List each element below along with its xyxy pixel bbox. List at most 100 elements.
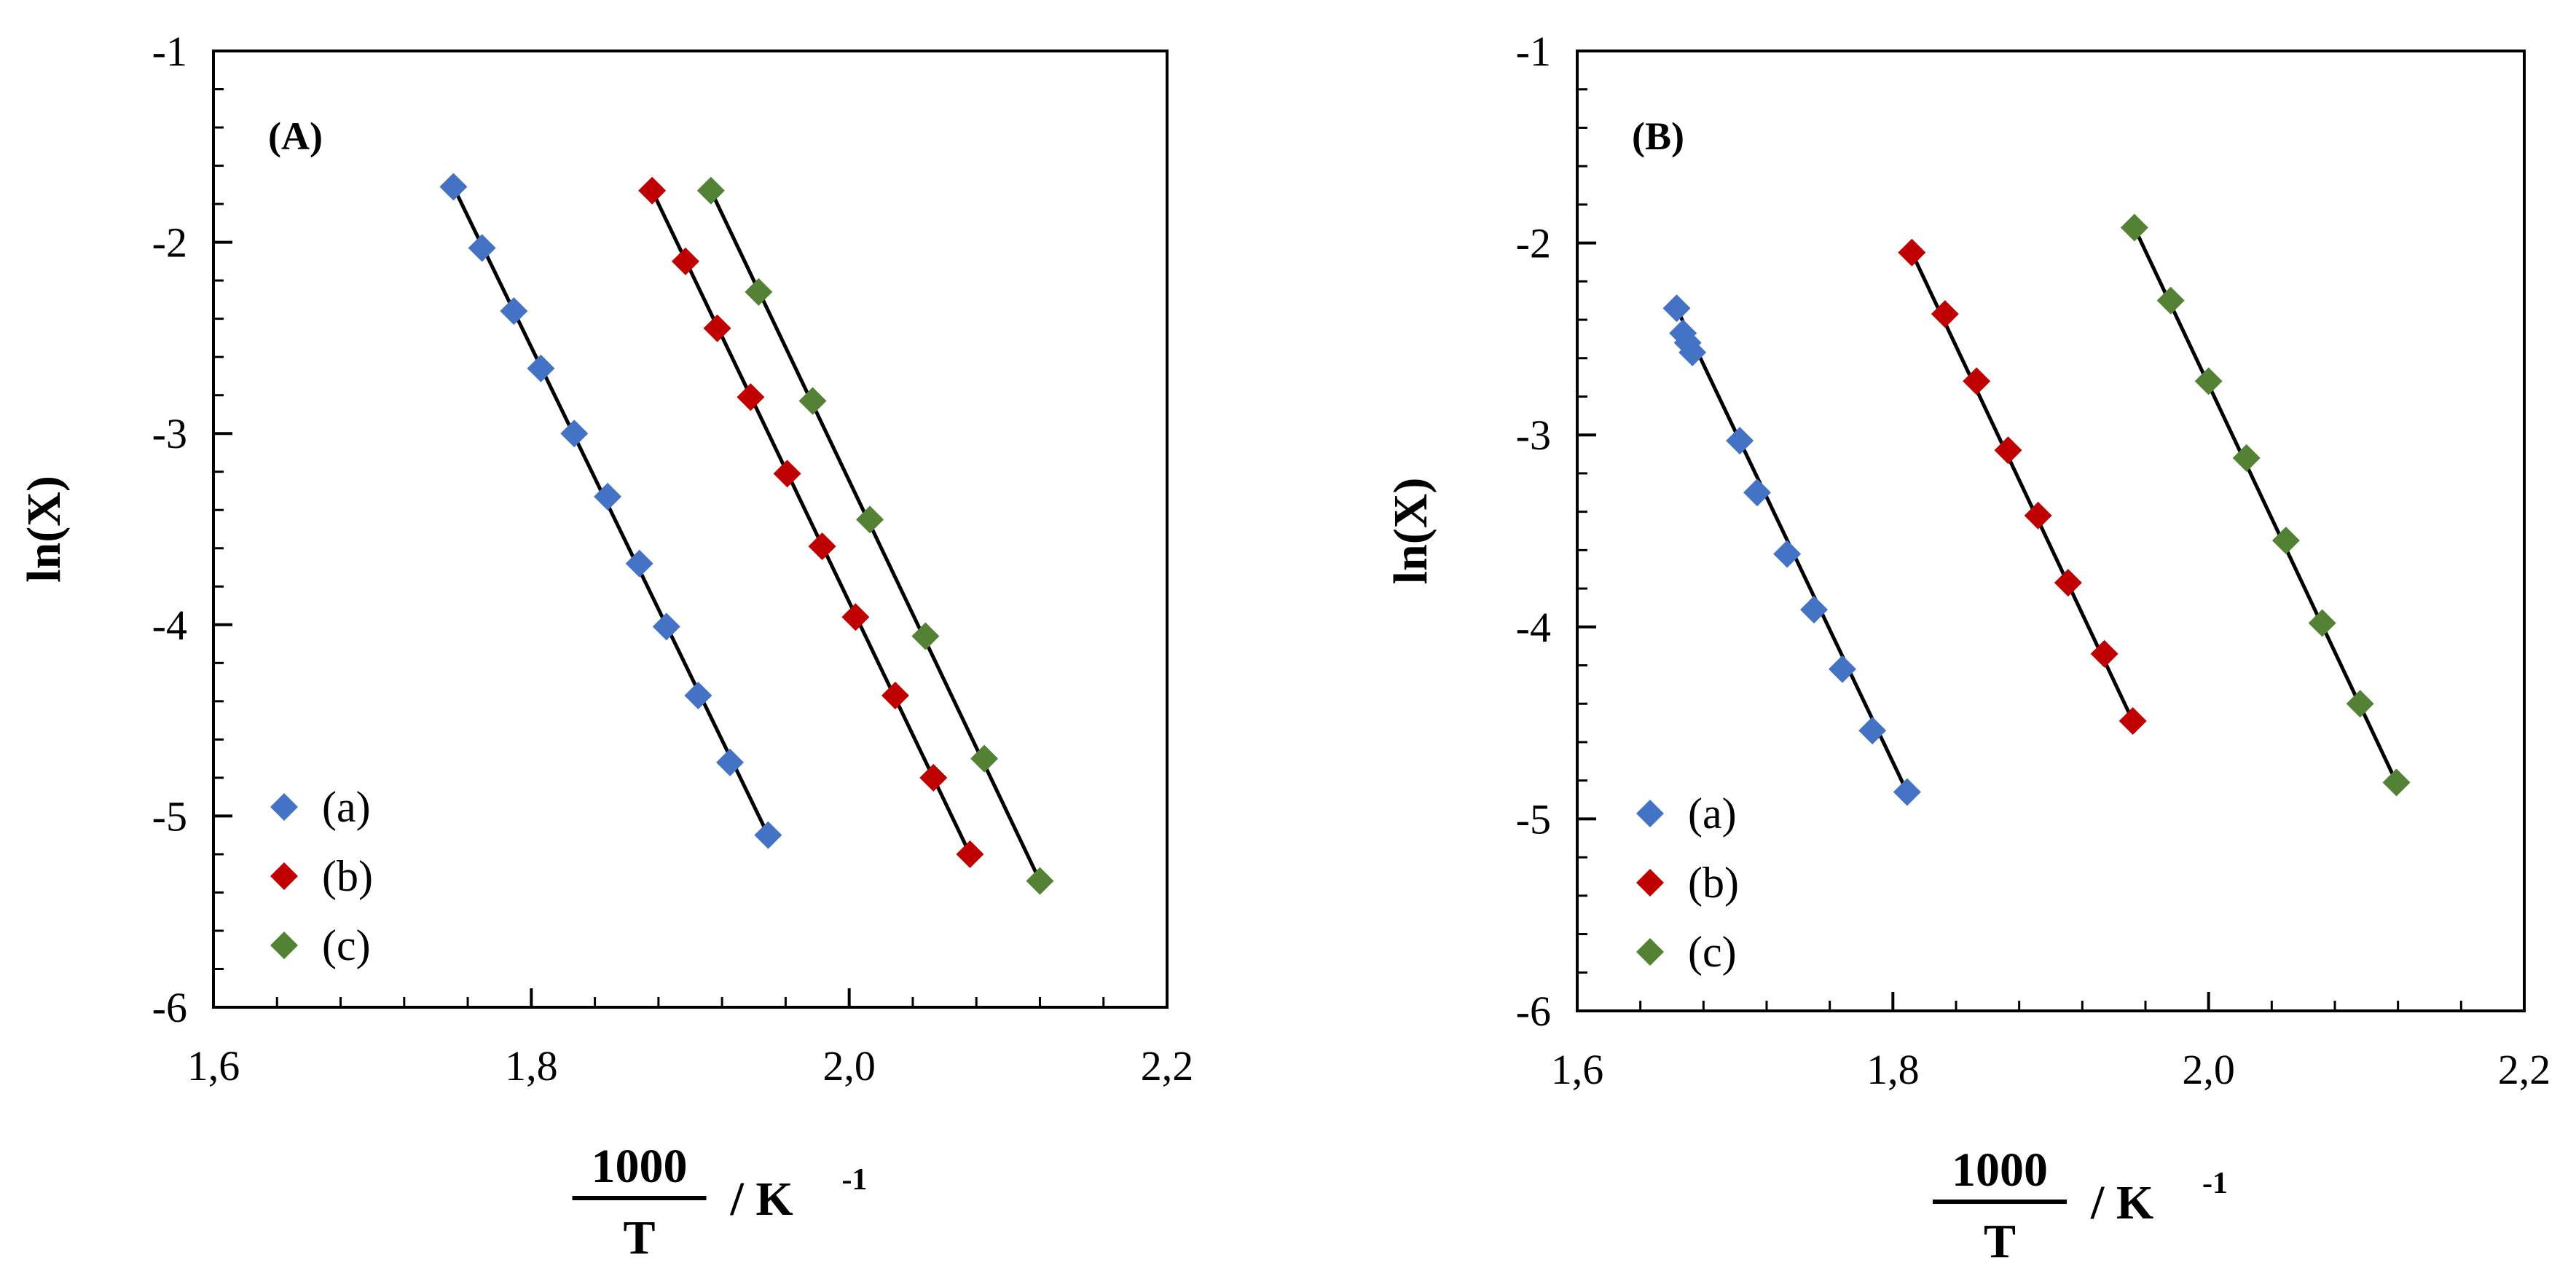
data-point <box>527 354 555 382</box>
data-point <box>2024 501 2052 529</box>
data-point <box>919 763 948 792</box>
panel-label: (A) <box>268 114 323 158</box>
data-point <box>754 821 782 849</box>
plot-frame <box>212 50 1169 1009</box>
y-tick-label: -3 <box>152 410 187 457</box>
x-title-unit: / K <box>2090 1176 2153 1229</box>
data-point <box>2346 690 2374 718</box>
data-point <box>1963 367 1991 395</box>
data-point <box>808 532 836 561</box>
y-tick-label: -4 <box>152 602 187 649</box>
y-axis-title: ln(X) <box>17 476 71 583</box>
y-tick-label: -1 <box>1516 28 1551 75</box>
data-point <box>1931 300 1959 328</box>
x-tick-label: 1,6 <box>1551 1046 1604 1093</box>
data-point <box>638 176 667 205</box>
data-point <box>2194 367 2223 395</box>
fit-line <box>452 186 770 836</box>
y-tick-label: -2 <box>152 219 187 267</box>
data-point <box>703 314 731 342</box>
data-point <box>1898 238 1926 267</box>
data-point <box>1726 427 1754 455</box>
data-point <box>1893 778 1921 806</box>
chart-panel-a: -1 -2 -3 -4 -5 -61,6 1,8 2,0 2,2 (A) ln(X) 1000 T / K… <box>17 28 1193 1264</box>
legend-marker <box>270 793 298 821</box>
legend-marker <box>1636 800 1664 827</box>
data-point <box>745 277 773 306</box>
x-tick-label: 2,2 <box>2498 1046 2551 1093</box>
legend-label: (a) <box>322 783 371 831</box>
data-point <box>841 603 870 631</box>
data-point <box>1829 655 1856 683</box>
legend-label: (b) <box>1688 859 1739 907</box>
y-axis-title: ln(X) <box>1384 478 1437 585</box>
series-c <box>2120 213 2411 797</box>
legend-marker <box>1636 938 1664 966</box>
data-point <box>468 234 496 262</box>
data-point <box>856 505 884 534</box>
series-b <box>638 176 984 868</box>
data-point <box>652 613 680 641</box>
legend-label: (a) <box>1688 789 1737 838</box>
data-point <box>594 482 622 511</box>
x-title-numerator: 1000 <box>1952 1143 2048 1197</box>
data-point <box>2232 444 2261 472</box>
series-a <box>439 173 782 849</box>
fit-line <box>2132 227 2398 784</box>
data-point <box>1743 478 1771 507</box>
data-point <box>2090 639 2118 668</box>
x-tick-label: 2,0 <box>2182 1046 2235 1093</box>
fit-line <box>650 189 972 855</box>
chart-panel-b: -1 -2 -3 -4 -5 -61,6 1,8 2,0 2,2 (B) ln(X) 1000 T / K… <box>1384 28 2551 1268</box>
fit-line <box>1910 251 2135 722</box>
legend-label: (c) <box>322 921 371 969</box>
data-point <box>2271 527 2300 555</box>
y-tick-label: -5 <box>1516 795 1551 843</box>
data-point <box>773 460 801 488</box>
legend-marker <box>270 932 298 959</box>
data-point <box>1994 436 2022 465</box>
y-tick-label: -6 <box>1516 988 1551 1035</box>
y-tick-label: -2 <box>1516 220 1551 267</box>
data-point <box>911 622 940 650</box>
x-title-denominator: T <box>1984 1215 2016 1268</box>
data-point <box>2054 569 2082 597</box>
x-tick-label: 2,0 <box>822 1042 876 1090</box>
data-point <box>2120 213 2148 242</box>
data-point <box>1800 596 1828 624</box>
x-title-denominator: T <box>623 1211 655 1264</box>
data-point <box>1858 717 1887 745</box>
legend-marker <box>270 862 298 890</box>
data-point <box>881 681 909 709</box>
data-point <box>696 176 725 205</box>
legend: (a) (b) (c) <box>270 783 373 969</box>
data-point <box>625 549 653 578</box>
data-point <box>1678 338 1707 366</box>
data-point <box>2308 609 2336 637</box>
data-point <box>970 744 999 773</box>
data-point <box>716 748 745 776</box>
panel-label: (B) <box>1632 114 1684 158</box>
x-title-unit-exponent: -1 <box>2202 1167 2228 1200</box>
data-point <box>2118 706 2147 735</box>
x-title-unit: / K <box>730 1173 793 1226</box>
y-tick-label: -3 <box>1516 411 1551 459</box>
x-title-unit-exponent: -1 <box>842 1163 868 1197</box>
data-point <box>500 297 528 326</box>
legend-marker <box>1636 869 1664 897</box>
x-tick-label: 2,2 <box>1141 1042 1194 1090</box>
data-point <box>956 840 984 868</box>
data-point <box>2156 286 2185 315</box>
data-point <box>671 247 699 275</box>
data-point <box>2382 768 2411 797</box>
legend: (a) (b) (c) <box>1636 789 1739 976</box>
legend-label: (b) <box>322 852 373 900</box>
x-tick-label: 1,8 <box>1866 1046 1920 1093</box>
x-tick-label: 1,6 <box>187 1042 240 1090</box>
series-a <box>1662 294 1921 806</box>
data-point <box>737 383 765 411</box>
y-tick-label: -4 <box>1516 604 1551 651</box>
data-point <box>1026 867 1054 895</box>
series-c <box>696 176 1054 895</box>
